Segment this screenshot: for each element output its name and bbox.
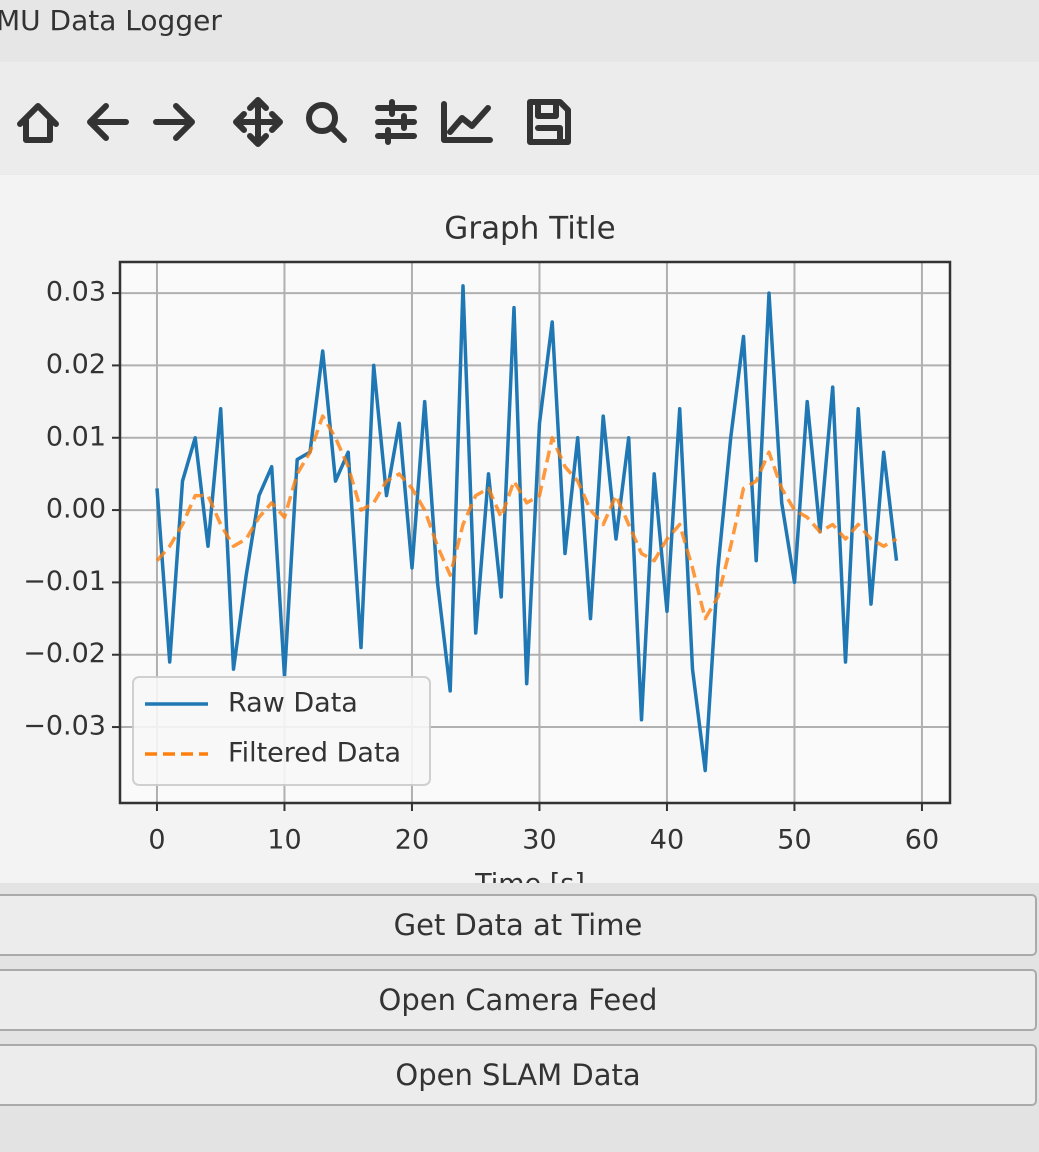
button-label[interactable]: Open Camera Feed (379, 983, 658, 1017)
forward-button[interactable] (153, 103, 195, 141)
y-tick-label: −0.03 (23, 711, 106, 742)
configure-button[interactable] (375, 99, 417, 145)
chart: Graph Title Time [s] 0102030405060−0.03−… (23, 211, 952, 900)
button[interactable] (0, 969, 1037, 1031)
button[interactable] (0, 1044, 1037, 1106)
toolbar-icons (17, 97, 571, 147)
button[interactable] (0, 894, 1037, 956)
window-title: MU Data Logger (0, 4, 222, 37)
legend: Raw Data Filtered Data (132, 676, 431, 786)
back-button[interactable] (87, 103, 129, 141)
home-button[interactable] (17, 103, 59, 143)
y-tick-label: 0.00 (46, 494, 106, 525)
x-tick-label: 20 (395, 825, 429, 856)
chart-title: Graph Title (444, 211, 615, 247)
legend-label: Filtered Data (228, 738, 401, 769)
x-tick-label: 0 (148, 825, 165, 856)
button-label[interactable]: Open SLAM Data (395, 1058, 640, 1092)
button-label[interactable]: Get Data at Time (394, 908, 643, 942)
save-button[interactable] (527, 99, 571, 145)
title-bar (0, 0, 1039, 62)
y-tick-label: 0.02 (46, 349, 106, 380)
data-line (155, 414, 898, 621)
x-tick-label: 50 (777, 825, 811, 856)
pan-button[interactable] (233, 97, 283, 147)
toolbar (0, 62, 1039, 174)
legend-label: Raw Data (228, 688, 358, 719)
button-panel: Get Data at Time Open Camera Feed Open SLA… (0, 883, 1039, 1152)
x-tick-label: 40 (650, 825, 684, 856)
x-tick-label: 60 (905, 825, 939, 856)
x-tick-label: 10 (267, 825, 301, 856)
y-tick-label: −0.02 (23, 638, 106, 669)
plot-frame (118, 260, 952, 805)
y-tick-label: 0.01 (46, 421, 106, 452)
y-tick-label: −0.01 (23, 566, 106, 597)
y-tick-label: 0.03 (46, 277, 106, 308)
x-tick-label: 30 (522, 825, 556, 856)
zoom-button[interactable] (306, 102, 347, 143)
data-line (155, 284, 899, 773)
axes-button[interactable] (441, 101, 493, 143)
